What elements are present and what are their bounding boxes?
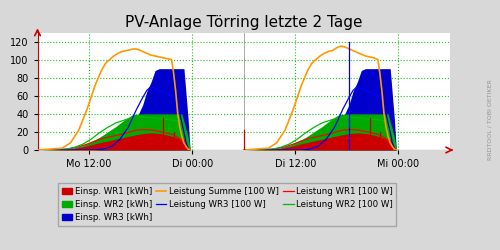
Legend: Einsp. WR1 [kWh], Einsp. WR2 [kWh], Einsp. WR3 [kWh], Leistung Summe [100 W], Le: Einsp. WR1 [kWh], Einsp. WR2 [kWh], Eins… bbox=[58, 183, 396, 226]
Title: PV-Anlage Törring letzte 2 Tage: PV-Anlage Törring letzte 2 Tage bbox=[125, 15, 362, 30]
Text: RRDTOOL / TOBI OETIKER: RRDTOOL / TOBI OETIKER bbox=[488, 80, 492, 160]
